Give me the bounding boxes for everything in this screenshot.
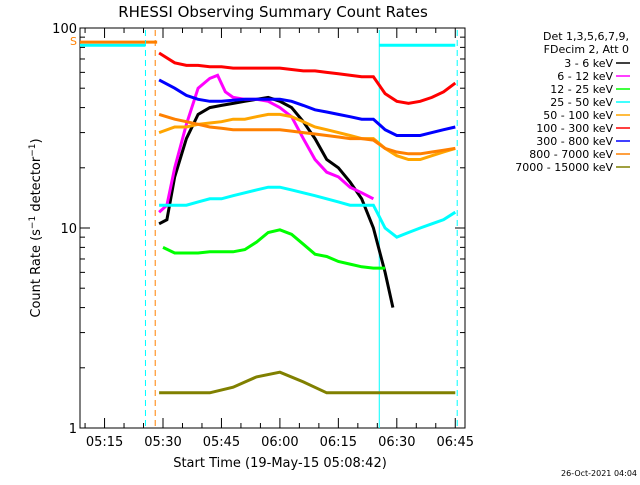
chart-title: RHESSI Observing Summary Count Rates — [118, 3, 428, 21]
x-tick-label: 06:45 — [437, 435, 474, 450]
series-layer — [158, 51, 457, 395]
legend-label: 25 - 50 keV — [550, 96, 613, 109]
legend-label: 3 - 6 keV — [564, 57, 613, 70]
legend-label: 50 - 100 keV — [543, 109, 613, 122]
legend-label: 300 - 800 keV — [536, 135, 613, 148]
series-line — [158, 112, 456, 161]
y-tick-label: 100 — [52, 22, 77, 37]
s-marker: S — [70, 35, 77, 48]
x-axis: 05:15 05:30 05:45 06:00 06:15 06:30 06:45 — [84, 28, 474, 450]
y-axis-label-sup2: −1 — [28, 143, 38, 156]
series-line — [158, 78, 456, 137]
series-line — [158, 51, 457, 105]
x-tick-label: 06:30 — [378, 435, 415, 450]
timestamp: 26-Oct-2021 04:04 — [561, 469, 637, 478]
plot-frame — [79, 27, 466, 429]
y-tick-label: 10 — [60, 222, 77, 237]
y-axis-label-end: ) — [29, 138, 44, 143]
legend: Det 1,3,5,6,7,9, FDecim 2, Att 0 3 - 6 k… — [515, 30, 630, 174]
y-axis-label-sup1: −1 — [28, 216, 38, 229]
x-tick-label: 05:15 — [86, 435, 123, 450]
legend-label: 12 - 25 keV — [550, 83, 613, 96]
y-axis-label-main: Count Rate (s — [29, 229, 44, 318]
x-tick-label: 05:30 — [144, 435, 181, 450]
legend-label: 100 - 300 keV — [536, 122, 613, 135]
y-axis-label: Count Rate (s−1 detector−1) — [28, 138, 44, 317]
x-tick-label: 06:15 — [320, 435, 357, 450]
series-line — [159, 185, 457, 239]
annotations — [80, 30, 458, 428]
legend-label: 800 - 7000 keV — [529, 148, 613, 161]
x-tick-label: 05:45 — [203, 435, 240, 450]
y-axis: 1 10 100 — [52, 22, 465, 437]
y-tick-label: 1 — [69, 422, 77, 437]
series-line — [162, 228, 386, 270]
series-line — [159, 370, 456, 395]
legend-header-1: Det 1,3,5,6,7,9, — [543, 30, 629, 43]
legend-label: 7000 - 15000 keV — [515, 161, 613, 174]
plot-area — [79, 27, 466, 429]
x-axis-label: Start Time (19-May-15 05:08:42) — [173, 456, 387, 471]
x-tick-label: 06:00 — [261, 435, 298, 450]
legend-header-2: FDecim 2, Att 0 — [544, 43, 629, 56]
series-line — [158, 112, 456, 156]
legend-label: 6 - 12 keV — [557, 70, 613, 83]
y-axis-label-mid: detector — [29, 156, 44, 216]
